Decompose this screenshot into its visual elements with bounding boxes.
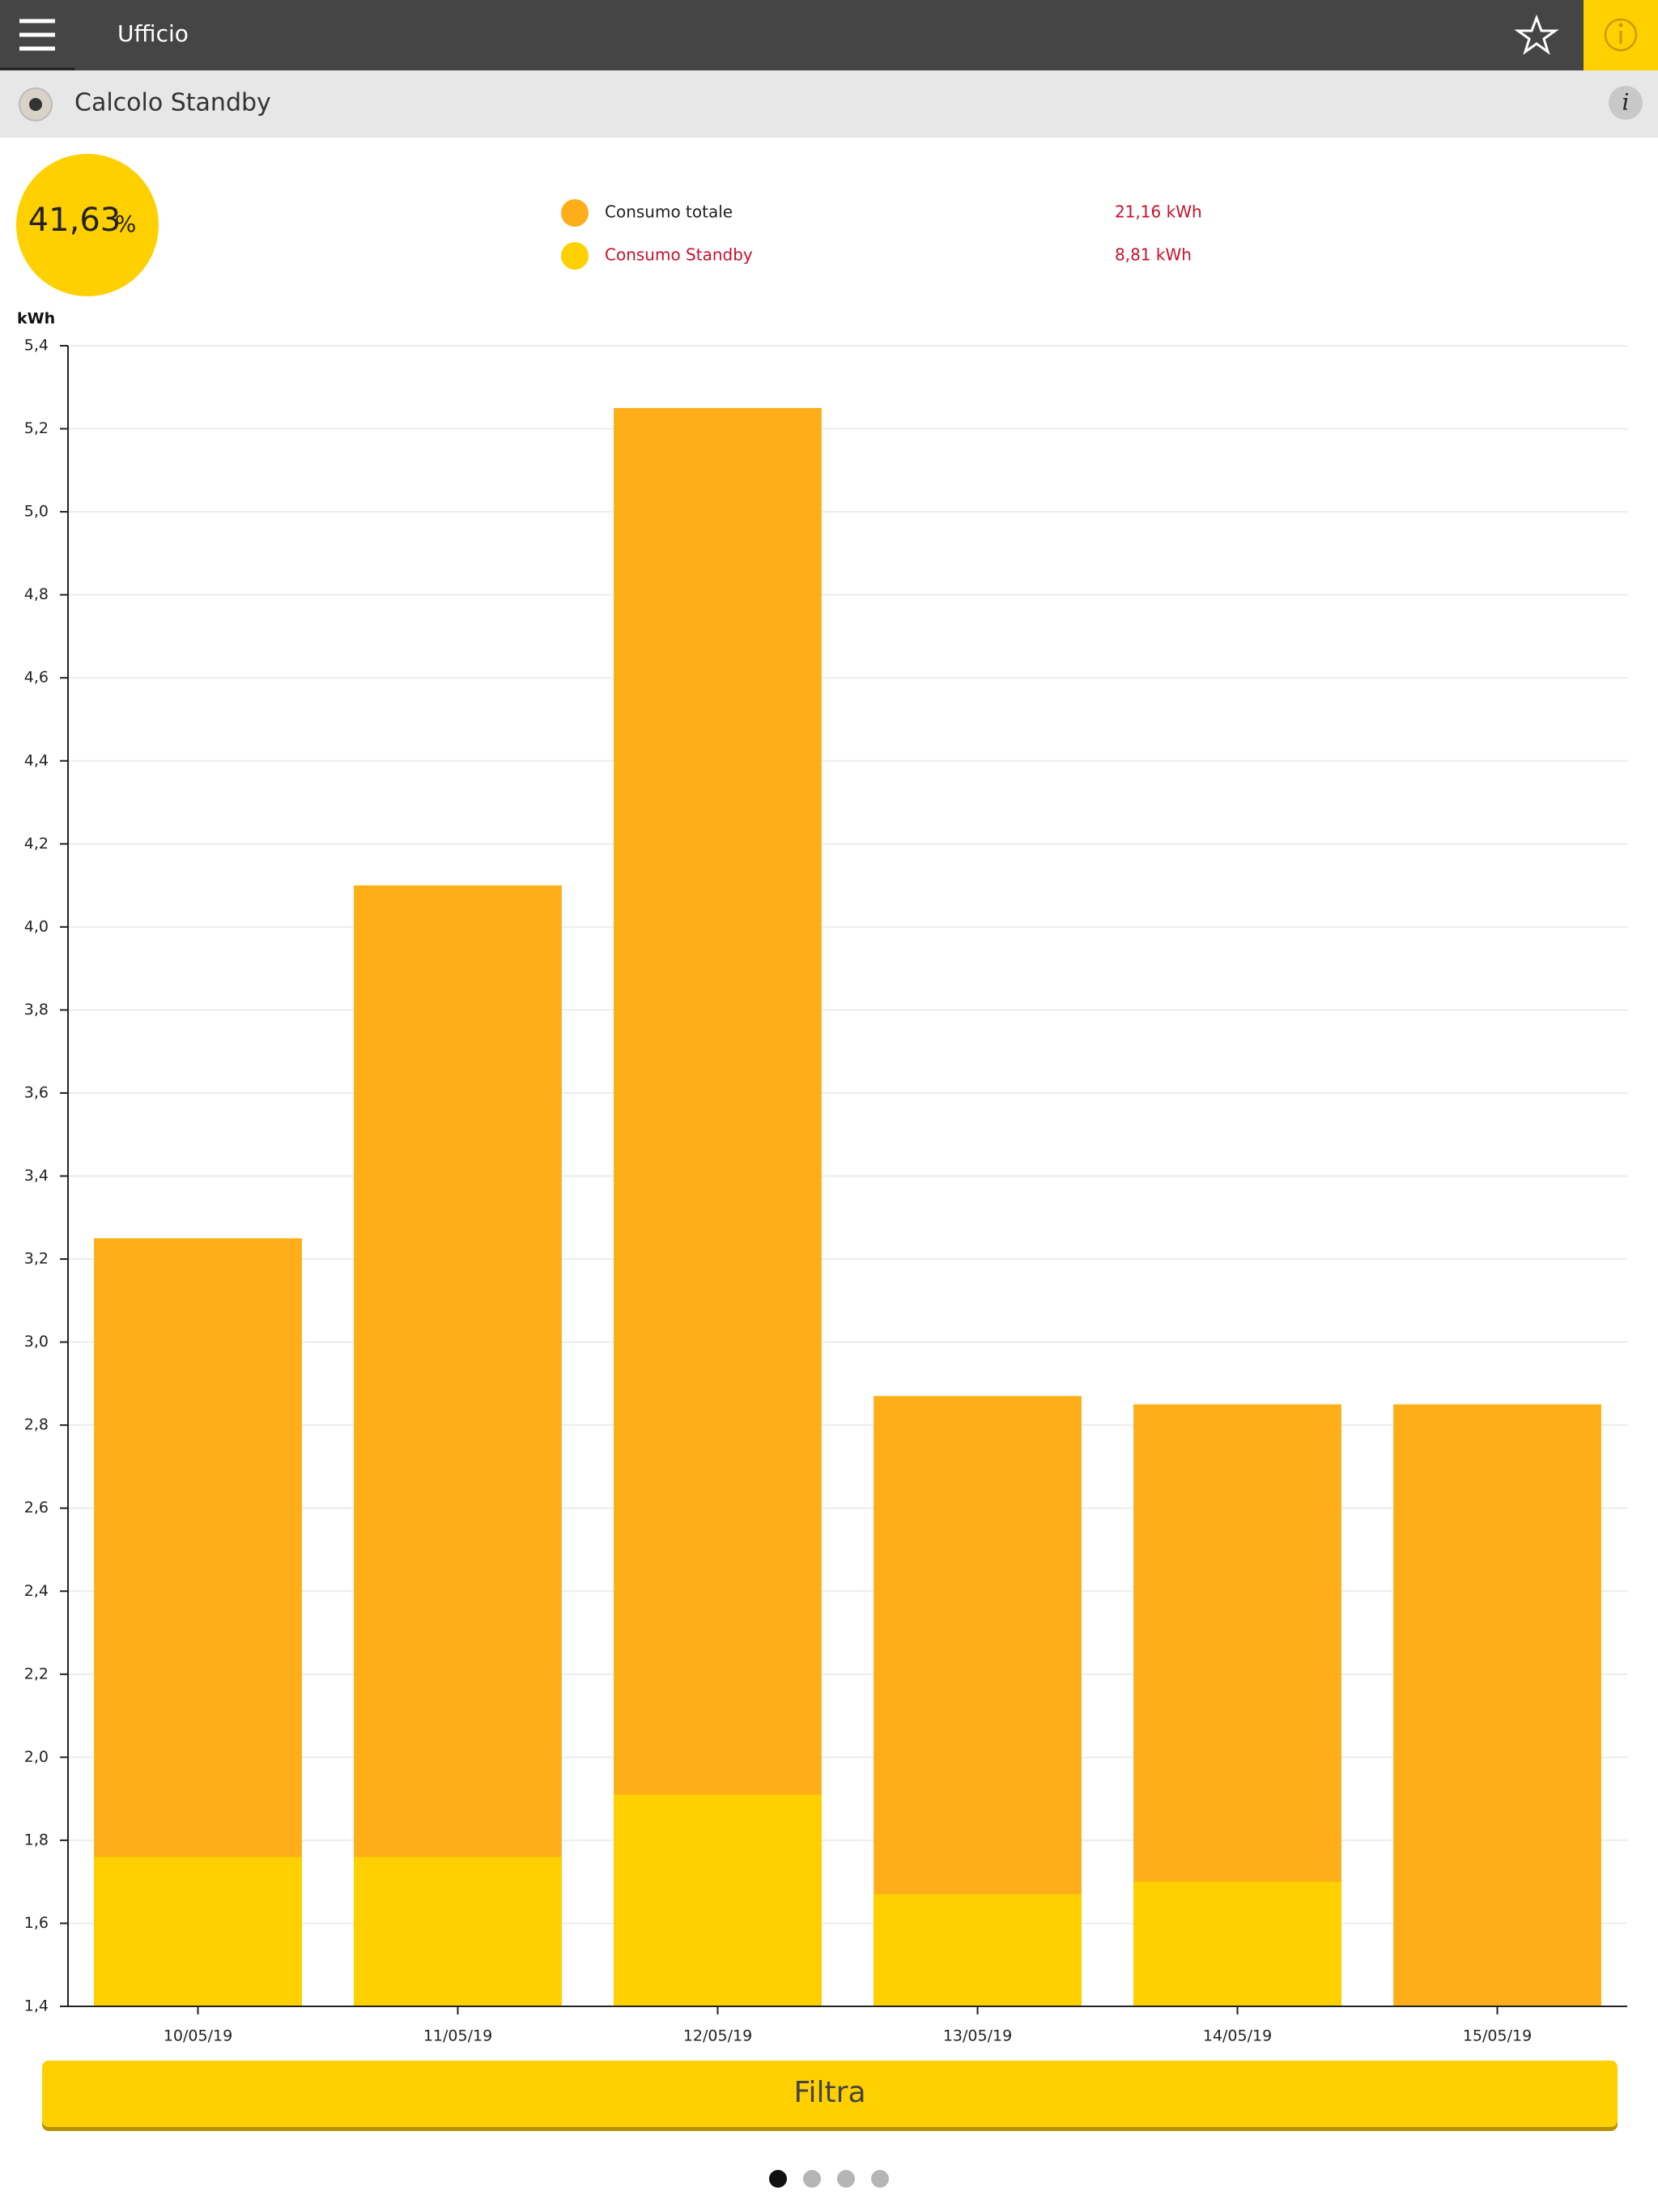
legend-total: 21,16 kWh <box>1115 202 1202 222</box>
x-tick-label: 11/05/19 <box>423 2027 492 2045</box>
bar <box>354 1857 562 2006</box>
favorite-button[interactable] <box>1514 14 1559 55</box>
help-button[interactable] <box>1609 86 1643 120</box>
device-icon-center <box>29 98 42 111</box>
y-tick-label: 2,6 <box>24 1499 49 1516</box>
info-icon <box>1604 18 1638 52</box>
top-bar <box>0 0 1658 70</box>
page-dot-active[interactable] <box>769 2170 787 2188</box>
legend-label: Consumo totale <box>605 202 733 222</box>
x-tick-label: 10/05/19 <box>164 2027 232 2045</box>
y-tick-label: 2,2 <box>24 1665 49 1682</box>
y-tick-label: 1,8 <box>24 1831 49 1848</box>
y-tick-label: 2,0 <box>24 1748 49 1766</box>
help-icon: i <box>1622 89 1630 116</box>
y-tick-label: 5,0 <box>24 503 49 521</box>
bar <box>1133 1882 1341 2006</box>
chart: Consumo totale 21,16 kWh Consumo Standby 8,… <box>17 199 1627 2045</box>
y-tick-label: 3,8 <box>24 1001 49 1019</box>
legend-label: Consumo Standby <box>605 245 753 265</box>
bar <box>354 885 562 2006</box>
sub-title: Calcolo Standby <box>74 89 271 117</box>
y-tick-label: 3,2 <box>24 1250 49 1268</box>
x-tick-label: 12/05/19 <box>683 2027 752 2045</box>
menu-button[interactable] <box>19 19 55 51</box>
filter-button[interactable] <box>42 2061 1618 2127</box>
header-title: Ufficio <box>117 20 189 47</box>
legend-total: 8,81 kWh <box>1115 245 1192 265</box>
bar <box>94 1857 302 2006</box>
bar <box>1393 1404 1601 2006</box>
y-tick-label: 3,4 <box>24 1167 49 1185</box>
legend-marker <box>561 242 589 270</box>
bar <box>614 1794 822 2006</box>
y-tick-label: 4,0 <box>24 917 49 935</box>
y-tick-label: 2,8 <box>24 1416 49 1434</box>
bar <box>874 1894 1082 2006</box>
y-tick-label: 1,6 <box>24 1914 49 1932</box>
y-tick-label: 5,2 <box>24 419 49 437</box>
x-tick-label: 15/05/19 <box>1463 2027 1532 2045</box>
y-tick-label: 3,0 <box>24 1333 49 1351</box>
bar <box>614 407 822 2007</box>
y-tick-label: 4,2 <box>24 835 49 853</box>
page-dot[interactable] <box>871 2170 889 2188</box>
x-tick-label: 13/05/19 <box>943 2027 1012 2045</box>
filter-label: Filtra <box>793 2076 865 2109</box>
info-icon-dot <box>1618 23 1623 28</box>
sub-bar <box>0 70 1658 138</box>
y-tick-label: 4,6 <box>24 669 49 687</box>
page-dot[interactable] <box>837 2170 855 2188</box>
percentage-circle <box>16 154 159 296</box>
legend-marker <box>561 199 589 227</box>
percentage-unit: % <box>115 211 137 237</box>
page-dot[interactable] <box>803 2170 821 2188</box>
y-tick-label: 5,4 <box>24 337 49 355</box>
percentage-value: 41,63 <box>28 202 121 239</box>
y-tick-label: 4,8 <box>24 585 49 603</box>
y-tick-label: 4,4 <box>24 751 49 769</box>
y-tick-label: 1,4 <box>24 1997 49 2015</box>
y-tick-label: 3,6 <box>24 1083 49 1101</box>
x-tick-label: 14/05/19 <box>1203 2027 1272 2045</box>
y-tick-label: 2,4 <box>24 1582 49 1600</box>
y-axis-label: kWh <box>17 310 55 328</box>
